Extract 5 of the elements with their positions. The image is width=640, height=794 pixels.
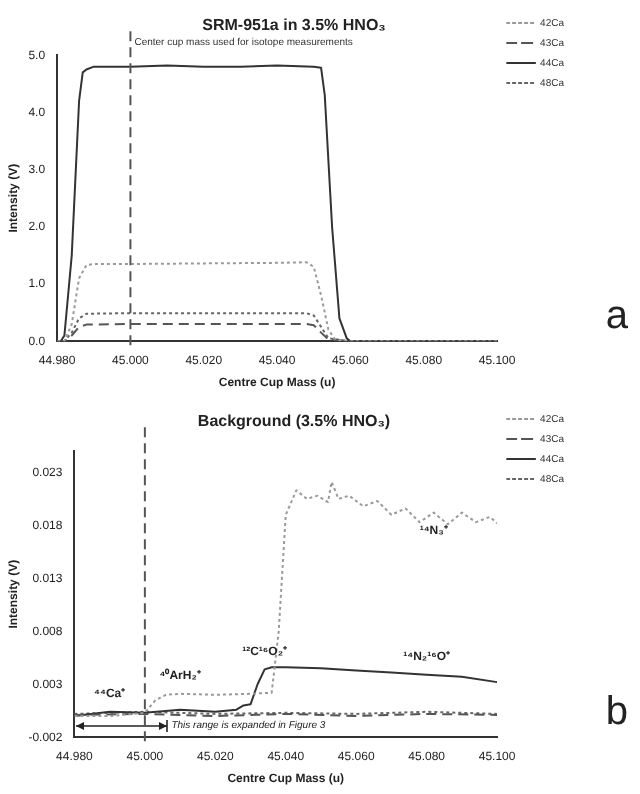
text: b <box>605 690 628 736</box>
line-series <box>74 480 498 718</box>
chart-title: Background (3.5% HNO₃) <box>197 412 391 431</box>
text: a <box>605 294 628 340</box>
chart-title: SRM-951a in 3.5% HNO₃ <box>202 16 387 35</box>
